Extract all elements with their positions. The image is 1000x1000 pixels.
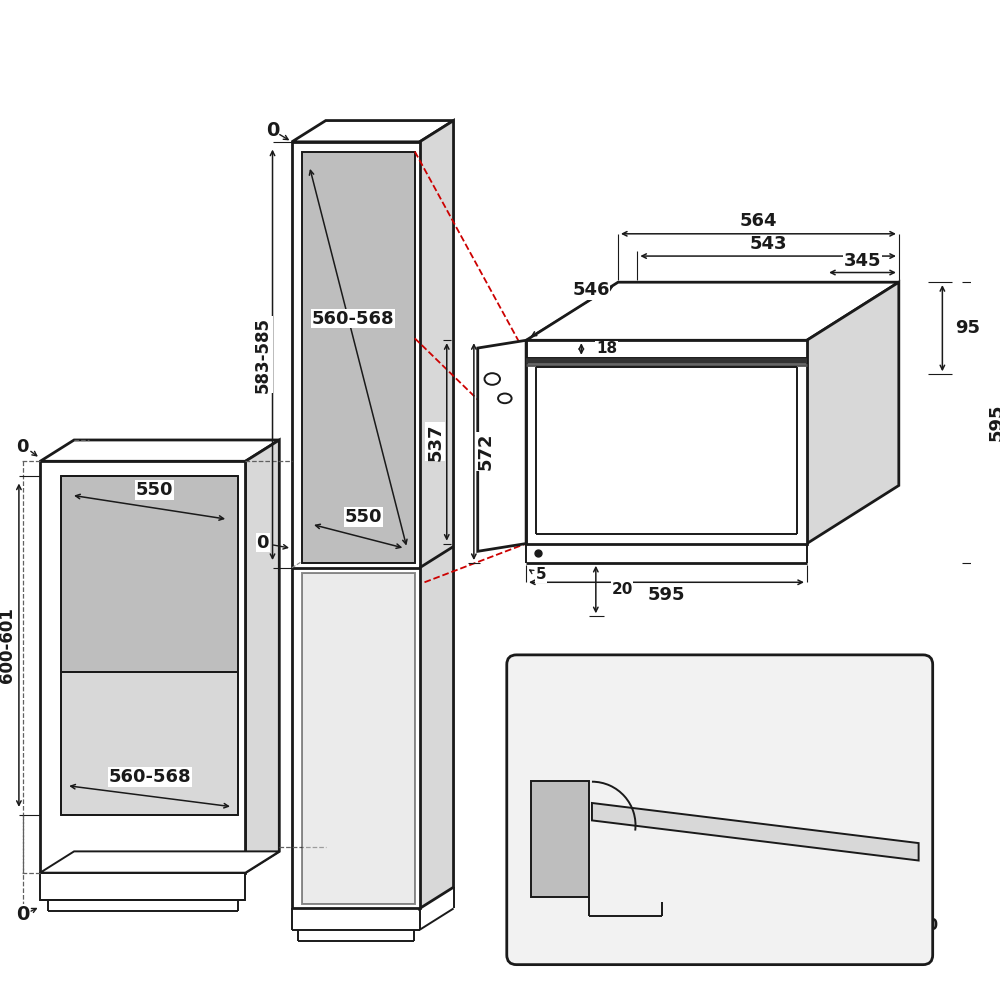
Polygon shape xyxy=(61,476,238,672)
Polygon shape xyxy=(40,873,245,900)
Text: 560-568: 560-568 xyxy=(108,768,191,786)
Text: 595: 595 xyxy=(648,586,685,604)
Polygon shape xyxy=(40,440,279,461)
Polygon shape xyxy=(478,340,526,551)
Text: 583-585: 583-585 xyxy=(254,317,272,393)
Text: 564: 564 xyxy=(740,212,777,230)
Text: 89°: 89° xyxy=(629,776,661,794)
Polygon shape xyxy=(302,152,415,563)
Polygon shape xyxy=(292,142,420,908)
Text: 0: 0 xyxy=(860,828,870,843)
Polygon shape xyxy=(40,461,245,873)
Text: 5: 5 xyxy=(536,567,546,582)
Polygon shape xyxy=(526,340,807,544)
Polygon shape xyxy=(526,282,899,340)
Polygon shape xyxy=(61,672,238,815)
Polygon shape xyxy=(531,781,589,897)
Polygon shape xyxy=(40,851,279,873)
Text: 477: 477 xyxy=(701,676,738,694)
Polygon shape xyxy=(592,803,919,861)
Text: 0: 0 xyxy=(17,438,29,456)
Polygon shape xyxy=(245,440,279,873)
Text: 20: 20 xyxy=(611,582,633,597)
Polygon shape xyxy=(292,121,454,142)
Polygon shape xyxy=(420,121,454,908)
Text: 0: 0 xyxy=(16,905,29,924)
Text: 572: 572 xyxy=(476,433,494,470)
Text: 546: 546 xyxy=(572,281,610,299)
FancyBboxPatch shape xyxy=(507,655,933,965)
Text: 600-601: 600-601 xyxy=(0,607,16,683)
Text: 10: 10 xyxy=(917,918,938,933)
Polygon shape xyxy=(807,282,899,544)
Text: 560-568: 560-568 xyxy=(312,310,395,328)
Text: 595: 595 xyxy=(988,404,1000,441)
Text: 18: 18 xyxy=(596,341,617,356)
Text: 0: 0 xyxy=(266,121,279,140)
Text: 550: 550 xyxy=(344,508,382,526)
Text: 543: 543 xyxy=(749,235,787,253)
Text: 537: 537 xyxy=(426,423,444,461)
Text: 0: 0 xyxy=(257,534,269,552)
Text: 95: 95 xyxy=(955,319,980,337)
Text: 345: 345 xyxy=(844,252,881,270)
Text: 550: 550 xyxy=(136,481,173,499)
Polygon shape xyxy=(302,573,415,904)
